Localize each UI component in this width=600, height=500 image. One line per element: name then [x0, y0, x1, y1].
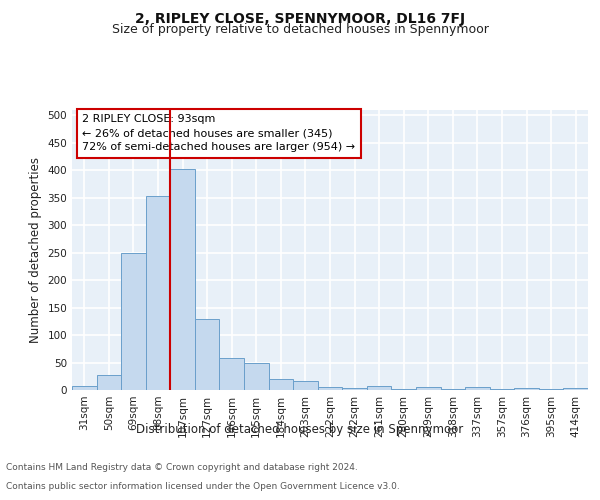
Bar	[269, 379, 293, 390]
Bar	[563, 388, 588, 390]
Bar	[465, 388, 490, 390]
Bar	[318, 386, 342, 390]
Bar	[72, 386, 97, 390]
Bar	[244, 362, 269, 390]
Bar	[514, 388, 539, 390]
Text: Contains HM Land Registry data © Crown copyright and database right 2024.: Contains HM Land Registry data © Crown c…	[6, 464, 358, 472]
Text: Size of property relative to detached houses in Spennymoor: Size of property relative to detached ho…	[112, 22, 488, 36]
Bar	[342, 388, 367, 390]
Y-axis label: Number of detached properties: Number of detached properties	[29, 157, 42, 343]
Text: Distribution of detached houses by size in Spennymoor: Distribution of detached houses by size …	[136, 422, 464, 436]
Text: 2, RIPLEY CLOSE, SPENNYMOOR, DL16 7FJ: 2, RIPLEY CLOSE, SPENNYMOOR, DL16 7FJ	[135, 12, 465, 26]
Bar	[416, 386, 440, 390]
Bar	[293, 381, 318, 390]
Text: Contains public sector information licensed under the Open Government Licence v3: Contains public sector information licen…	[6, 482, 400, 491]
Bar	[146, 196, 170, 390]
Bar	[121, 252, 146, 390]
Bar	[195, 318, 220, 390]
Bar	[367, 386, 391, 390]
Bar	[170, 168, 195, 390]
Bar	[97, 375, 121, 390]
Bar	[220, 358, 244, 390]
Text: 2 RIPLEY CLOSE: 93sqm
← 26% of detached houses are smaller (345)
72% of semi-det: 2 RIPLEY CLOSE: 93sqm ← 26% of detached …	[82, 114, 355, 152]
